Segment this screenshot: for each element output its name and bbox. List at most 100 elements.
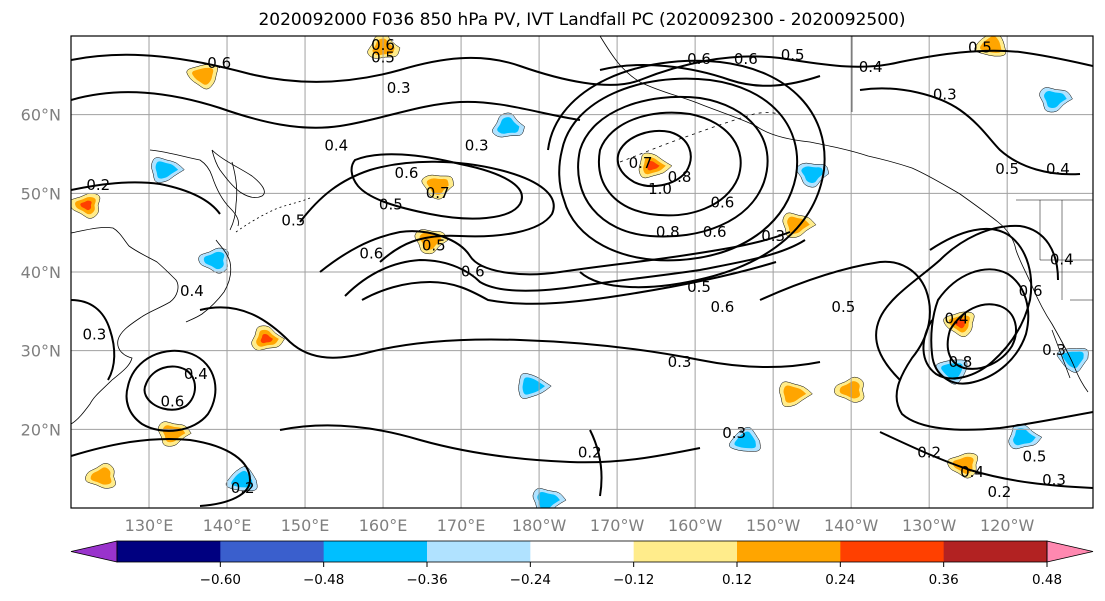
longitude-label: 160°W [668,516,723,535]
negative-patch-mid [941,363,963,380]
contour-label: 0.4 [859,58,883,76]
contour-label: 1.0 [648,180,672,198]
longitude-label: 150°E [281,516,330,535]
colorbar-tick-label: 0.36 [929,572,959,588]
longitude-label: 170°W [590,516,645,535]
colorbar-tick-label: −0.24 [510,572,551,588]
negative-patch-mid [497,117,520,134]
colorbar-segment [943,541,1048,562]
positive-patch-core [80,200,92,211]
longitude-label: 120°W [980,516,1035,535]
negative-patch-mid [1013,428,1036,446]
negative-pv-patch [1039,87,1073,113]
contour-label: 0.6 [359,244,383,262]
colorbar-segment [220,541,325,562]
contour-label: 0.2 [987,483,1011,501]
contour-label: 0.3 [387,79,411,97]
contour-label: 0.5 [422,237,446,255]
contour-label: 0.7 [629,154,653,172]
longitude-label: 150°W [746,516,801,535]
colorbar-tick-label: −0.36 [406,572,447,588]
contour-0.5-nw [299,160,555,263]
contour-0.6-west-ring [143,365,196,411]
contour-0.7-center [577,95,769,238]
contour-label: 0.2 [578,443,602,461]
contour-0.3-south [279,424,701,464]
contour-0.4-west-ring [125,349,217,432]
contour-0.6-center [558,77,799,262]
coastline-aleutians [619,112,779,163]
latitude-label: 60°N [21,106,61,125]
longitude-label: 160°E [359,516,408,535]
contour-labels: 0.6 0.6 0.5 0.3 0.4 0.3 0.6 0.7 0.5 0.2 0.5 0.6 0.5 0… [82,36,1073,501]
latitude-tick-labels: 20°N 30°N 40°N 50°N 60°N [21,106,61,440]
contour-0.8-inner-band [361,261,777,305]
pv-shading-layer [71,36,1089,508]
positive-patch-mid [783,385,807,403]
contour-label: 0.5 [968,38,992,56]
coastline-kamchatka [211,149,265,199]
longitude-label: 130°E [125,516,174,535]
colorbar-segment [427,541,531,562]
contour-label: 0.3 [668,353,692,371]
coastlines [71,36,1093,425]
colorbar-ticks: −0.60 −0.48 −0.36 −0.24 −0.12 0.12 0.24 0.36 0.4… [200,562,1062,588]
colorbar-segments [70,540,1094,563]
contour-label: 0.3 [722,424,746,442]
pv-contours [71,49,1093,507]
negative-pv-patch [532,488,567,508]
contour-0.7-east [930,268,1030,385]
contour-0.4-east [759,260,1093,431]
colorbar-tick-label: −0.48 [303,572,344,588]
contour-label: 0.6 [160,392,184,410]
contour-label: 0.3 [933,86,957,104]
contour-label: 0.5 [281,211,305,229]
contour-label: 0.6 [710,193,734,211]
contour-label: 0.2 [86,176,110,194]
longitude-label: 170°E [437,516,486,535]
contour-0.3-low [199,306,821,369]
latitude-label: 20°N [21,420,61,439]
contour-label: 0.4 [960,463,984,481]
negative-pv-patch [728,426,761,452]
coastline-asia [71,227,179,425]
negative-pv-patch [518,373,552,399]
contour-label: 0.8 [668,168,692,186]
negative-patch-mid [522,377,545,395]
latitude-label: 50°N [21,184,61,203]
longitude-label: 140°E [203,516,252,535]
figure-title: 2020092000 F036 850 hPa PV, IVT Landfall… [258,10,905,30]
negative-patch-mid [203,251,225,270]
contour-label: 0.4 [324,137,348,155]
contour-label: 0.7 [426,184,450,202]
contour-label: 0.3 [761,227,785,245]
contour-label: 0.6 [710,298,734,316]
coastline-north-america [1015,249,1089,393]
contour-0.8-east [946,303,1017,370]
coastline-alaska [599,36,1017,251]
positive-patch-core [260,333,273,344]
latitude-label: 40°N [21,263,61,282]
contour-label: 0.6 [371,36,395,54]
colorbar-tick-label: −0.60 [200,572,241,588]
map-frame [70,35,1094,509]
contour-0.2-nw-corner [71,181,221,215]
contour-label: 0.5 [379,196,403,214]
contour-label: 0.4 [184,365,208,383]
negative-pv-patch [1008,423,1043,450]
contour-0.5-north [71,49,1093,86]
contour-label: 0.4 [1046,160,1070,178]
colorbar: −0.60 −0.48 −0.36 −0.24 −0.12 0.12 0.24 0.36 0.4… [70,540,1094,588]
colorbar-segment [117,541,221,562]
contour-label: 0.6 [734,50,758,68]
positive-patch-mid [90,467,112,485]
contour-label: 0.8 [948,353,972,371]
colorbar-segment [737,541,841,562]
contour-label: 0.5 [781,46,805,64]
contour-0.3-ridge [599,64,821,87]
colorbar-frame [116,540,1048,563]
positive-patch-core [647,160,660,171]
contour-0.5-center [547,59,826,289]
contour-label: 0.2 [231,479,255,497]
